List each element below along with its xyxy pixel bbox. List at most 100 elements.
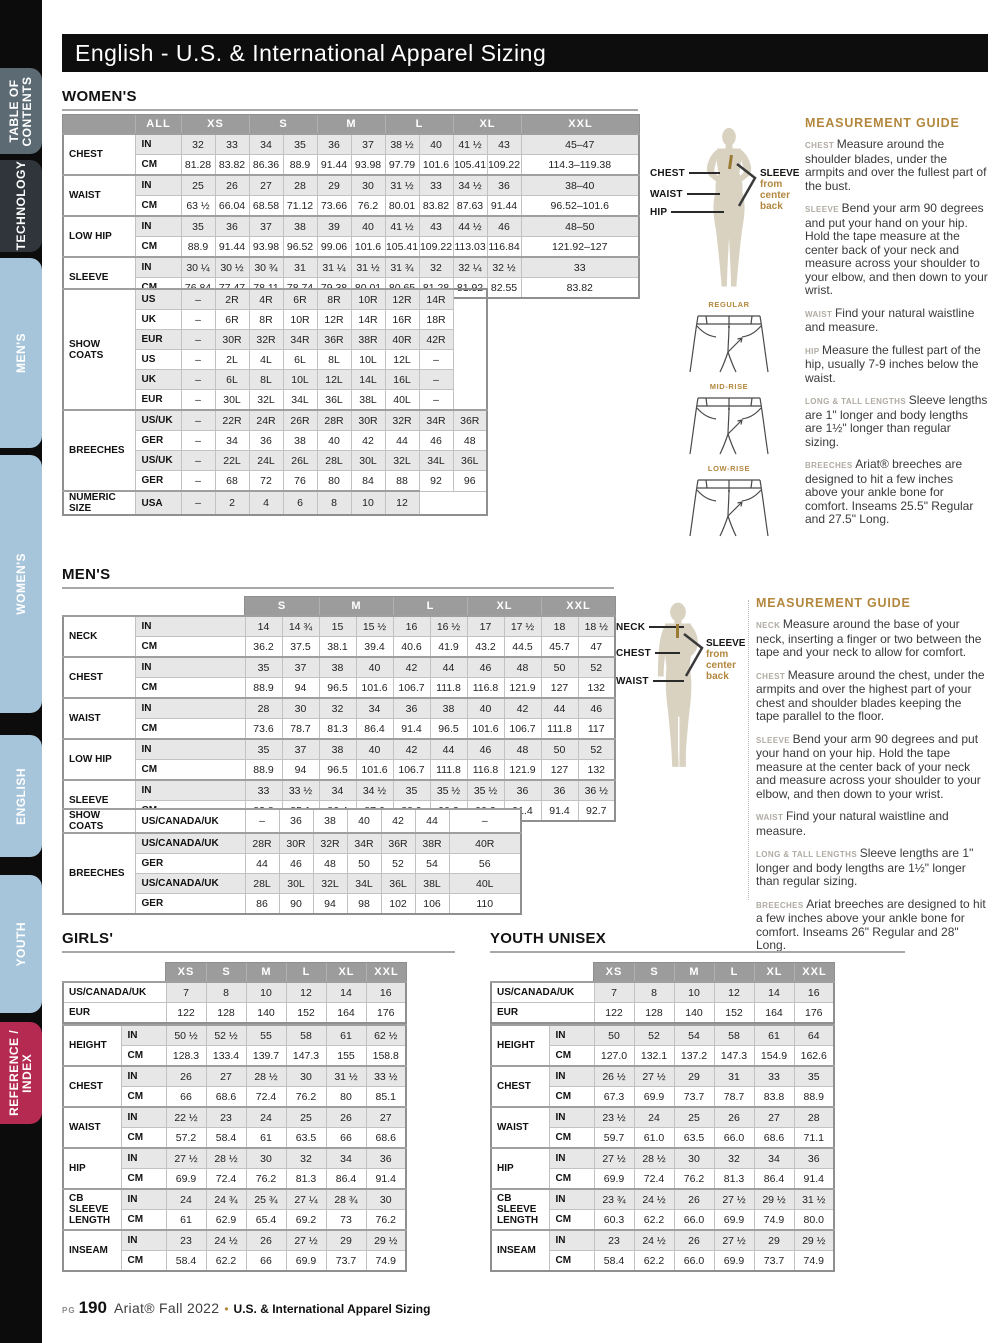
size-value: 74.9 bbox=[753, 1209, 795, 1231]
size-value: 30 bbox=[673, 1147, 715, 1169]
sidebar-tab-youth[interactable]: YOUTH bbox=[0, 875, 42, 1013]
size-value: 36 bbox=[214, 215, 250, 237]
size-value: 93.98 bbox=[350, 154, 386, 176]
unit-label: CM bbox=[120, 1086, 167, 1108]
size-value: 117 bbox=[577, 718, 616, 740]
guide-entry: BREECHES Ariat breeches are designed to … bbox=[756, 896, 986, 952]
size-value: 31 bbox=[282, 256, 318, 278]
size-value: 2R bbox=[214, 288, 250, 310]
size-header-cell: M bbox=[317, 115, 385, 134]
size-value: 4R bbox=[248, 288, 284, 310]
size-value: 28 ½ bbox=[245, 1065, 287, 1087]
size-header-cell: M bbox=[674, 963, 714, 982]
size-value: 66 bbox=[165, 1086, 207, 1108]
table-row: CM 61 62.9 65.4 69.2 73 76.2 bbox=[63, 1209, 407, 1231]
row-label: WAIST bbox=[62, 1106, 122, 1149]
size-value: 32L bbox=[312, 873, 348, 894]
sidebar-tab-men-s[interactable]: MEN'S bbox=[0, 258, 42, 448]
unit-label: IN bbox=[120, 1106, 167, 1128]
size-value: 67.3 bbox=[593, 1086, 635, 1108]
guide-term: SLEEVE bbox=[805, 205, 842, 214]
size-value: 61 bbox=[325, 1024, 367, 1046]
sidebar-tab-women-s[interactable]: WOMEN'S bbox=[0, 455, 42, 713]
size-value: 58.4 bbox=[593, 1250, 635, 1272]
sidebar-tab-english[interactable]: ENGLISH bbox=[0, 735, 42, 857]
size-value: 52 ½ bbox=[205, 1024, 247, 1046]
unit-label: CM bbox=[134, 636, 246, 658]
leader-line bbox=[654, 652, 680, 654]
size-value: 48 bbox=[312, 853, 348, 874]
size-value: 30 bbox=[281, 697, 320, 719]
size-value: 73.7 bbox=[753, 1250, 795, 1272]
size-value: 33 bbox=[214, 133, 250, 155]
size-value: 36R bbox=[316, 329, 352, 350]
size-value: 69.9 bbox=[633, 1086, 675, 1108]
size-value: 6 bbox=[282, 490, 318, 516]
size-value: 22 ½ bbox=[165, 1106, 207, 1128]
size-value: 29 ½ bbox=[365, 1229, 407, 1251]
size-value: – bbox=[180, 430, 216, 451]
unit-label: CM bbox=[120, 1045, 167, 1067]
size-value: 58.4 bbox=[165, 1250, 207, 1272]
table-row: GER 86 90 94 98 102 106 110 bbox=[63, 893, 522, 915]
size-value: 30R bbox=[350, 409, 386, 431]
unit-label: IN bbox=[548, 1065, 595, 1087]
size-header-cell: L bbox=[714, 963, 754, 982]
guide-entry: BREECHES Ariat® breeches are designed to… bbox=[805, 457, 974, 526]
size-value: 42 bbox=[392, 738, 431, 760]
size-value: 35 bbox=[793, 1065, 835, 1087]
size-value: 86.4 bbox=[753, 1168, 795, 1190]
size-value: 42 bbox=[380, 808, 416, 834]
unit-label: GER bbox=[134, 430, 182, 451]
size-value: 34R bbox=[418, 409, 454, 431]
size-value: 155 bbox=[325, 1045, 367, 1067]
size-value: 85.1 bbox=[365, 1086, 407, 1108]
unit-label: IN bbox=[134, 697, 246, 719]
table-row: HIP IN 27 ½ 28 ½ 30 32 34 36 bbox=[62, 1147, 407, 1190]
table-row: US/CANADA/UK 7 8 10 12 14 16 bbox=[62, 981, 407, 1003]
size-value: 44 bbox=[244, 853, 280, 874]
size-value: 66.0 bbox=[673, 1209, 715, 1231]
sidebar-tab-table-of-contents[interactable]: TABLE OF CONTENTS bbox=[0, 68, 42, 154]
size-value: 22L bbox=[214, 450, 250, 471]
size-value: 26 bbox=[673, 1229, 715, 1251]
size-value: 96.5 bbox=[318, 677, 357, 699]
size-value: 83.82 bbox=[520, 277, 640, 299]
size-value: 34R bbox=[346, 832, 382, 854]
size-value: 26L bbox=[282, 450, 318, 471]
sidebar-tab-reference-index[interactable]: REFERENCE / INDEX bbox=[0, 1022, 42, 1124]
sidebar-tab-technology[interactable]: TECHNOLOGY bbox=[0, 160, 42, 252]
size-value: 32L bbox=[248, 389, 284, 411]
size-value: 27 ½ bbox=[285, 1229, 327, 1251]
size-value: 106 bbox=[414, 893, 450, 915]
womens-body-silhouette bbox=[706, 128, 752, 287]
size-value: 81.28 bbox=[180, 154, 216, 176]
size-value: 57.2 bbox=[165, 1127, 207, 1149]
size-value: 32 bbox=[713, 1147, 755, 1169]
size-value: 101.6 bbox=[355, 759, 394, 781]
footer-section: U.S. & International Apparel Sizing bbox=[233, 1302, 431, 1316]
size-value: 40 bbox=[346, 808, 382, 834]
row-label: BREECHES bbox=[62, 409, 136, 492]
size-header-cell: XL bbox=[467, 597, 541, 616]
size-value: 43.2 bbox=[466, 636, 505, 658]
table-row: CM 81.28 83.82 86.36 88.9 91.44 93.98 97.79 101.… bbox=[63, 154, 640, 176]
sidebar-tab-label: MEN'S bbox=[13, 332, 28, 374]
unit-label: CM bbox=[120, 1209, 167, 1231]
size-value: 91.4 bbox=[392, 718, 431, 740]
size-value: 2L bbox=[214, 349, 250, 370]
size-value: 27 ½ bbox=[165, 1147, 207, 1169]
table-row: INSEAM IN 23 24 ½ 26 27 ½ 29 29 ½ bbox=[62, 1229, 407, 1272]
size-value: 81.3 bbox=[285, 1168, 327, 1190]
mens-body-silhouette bbox=[657, 602, 698, 767]
guide-term: SLEEVE bbox=[756, 735, 793, 745]
size-value: 102 bbox=[380, 893, 416, 915]
size-value: 31 bbox=[713, 1065, 755, 1087]
table-row: CM 63 ½ 66.04 68.58 71.12 73.66 76.2 80.01 83.82… bbox=[63, 195, 640, 217]
size-value: 39.4 bbox=[355, 636, 394, 658]
size-value: 16L bbox=[384, 369, 420, 390]
leader-line bbox=[652, 680, 684, 682]
size-value: 28R bbox=[244, 832, 280, 854]
size-value: 36 bbox=[486, 174, 522, 196]
unit-label: USA bbox=[134, 490, 182, 516]
